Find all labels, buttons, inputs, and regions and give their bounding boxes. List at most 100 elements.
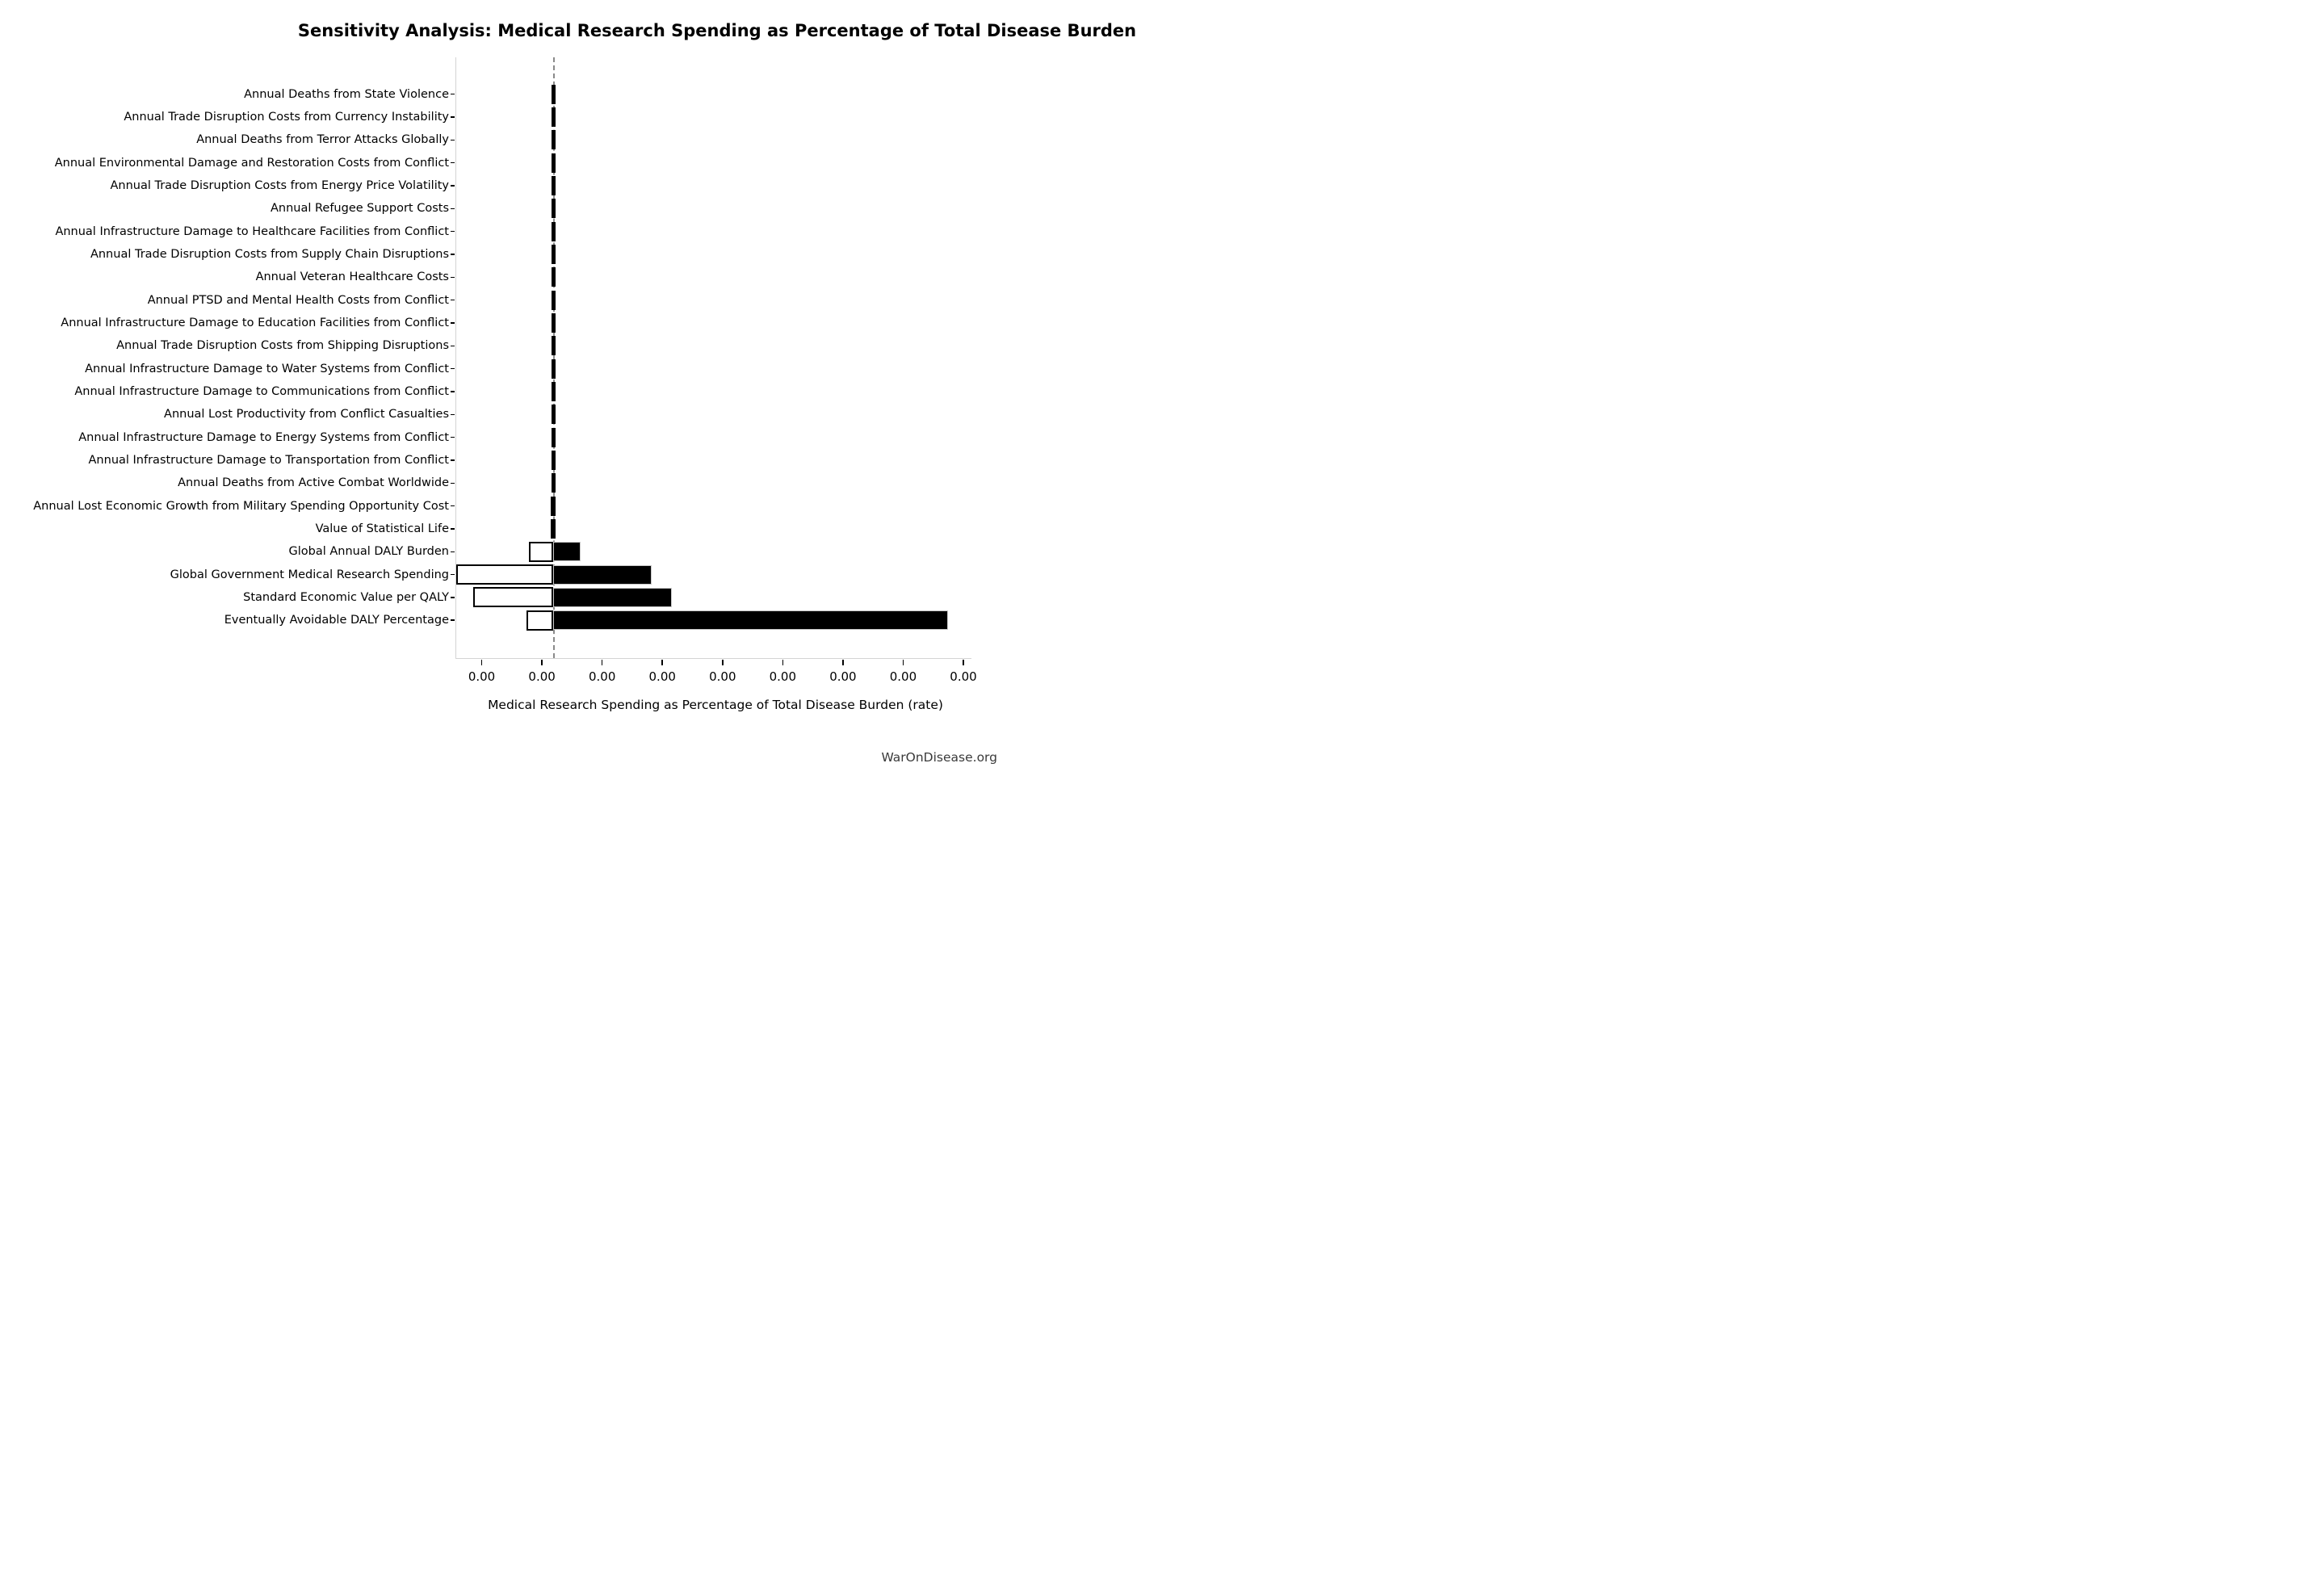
tiny-bar <box>552 267 556 287</box>
y-tick-label: Annual Lost Productivity from Conflict C… <box>164 408 449 421</box>
tiny-bar <box>552 405 556 425</box>
y-tick-label: Annual Deaths from Active Combat Worldwi… <box>178 476 449 490</box>
y-tick-mark <box>451 573 455 576</box>
y-tick-mark <box>451 391 455 392</box>
x-tick-mark <box>842 659 844 665</box>
high-bar <box>553 587 673 607</box>
x-tick-mark <box>963 659 964 665</box>
y-tick-mark <box>451 116 455 118</box>
y-tick-mark <box>451 254 455 255</box>
tiny-bar <box>552 450 556 470</box>
x-tick-label: 0.00 <box>889 669 917 684</box>
y-tick-label: Annual Trade Disruption Costs from Shipp… <box>116 339 449 353</box>
y-tick-label: Annual Lost Economic Growth from Militar… <box>33 499 449 513</box>
y-tick-label: Annual PTSD and Mental Health Costs from… <box>147 293 449 307</box>
x-tick-mark <box>902 659 904 665</box>
y-tick-mark <box>451 345 455 347</box>
x-tick-label: 0.00 <box>709 669 736 684</box>
y-tick-mark <box>451 185 455 187</box>
y-tick-label: Annual Infrastructure Damage to Energy S… <box>78 430 449 444</box>
x-tick-mark <box>601 659 603 665</box>
y-tick-mark <box>451 208 455 210</box>
high-bar <box>553 564 652 585</box>
high-bar <box>553 542 581 562</box>
low-bar <box>456 564 554 585</box>
y-tick-label: Annual Trade Disruption Costs from Suppl… <box>90 248 449 261</box>
tiny-bar <box>552 290 556 310</box>
x-tick-label: 0.00 <box>468 669 496 684</box>
y-tick-label: Annual Environmental Damage and Restorat… <box>54 156 449 170</box>
x-tick-mark <box>782 659 784 665</box>
y-tick-mark <box>451 505 455 507</box>
x-tick-label: 0.00 <box>950 669 977 684</box>
y-tick-mark <box>451 230 455 233</box>
y-tick-mark <box>451 139 455 141</box>
y-tick-label: Annual Trade Disruption Costs from Curre… <box>124 111 449 124</box>
y-tick-label: Eventually Avoidable DALY Percentage <box>224 614 449 627</box>
y-tick-mark <box>451 322 455 324</box>
y-tick-label: Annual Infrastructure Damage to Transpor… <box>88 453 449 467</box>
y-tick-label: Annual Infrastructure Damage to Educatio… <box>61 317 449 329</box>
x-tick-mark <box>480 659 483 665</box>
x-tick-mark <box>541 659 543 665</box>
y-tick-label: Annual Deaths from Terror Attacks Global… <box>196 133 449 147</box>
y-tick-label: Annual Refugee Support Costs <box>270 202 449 216</box>
y-tick-mark <box>451 367 455 370</box>
x-tick-mark <box>722 659 724 665</box>
y-tick-mark <box>451 551 455 553</box>
plot-area <box>455 57 971 659</box>
y-tick-mark <box>451 597 455 598</box>
y-tick-mark <box>451 528 455 530</box>
tiny-bar <box>552 381 556 401</box>
y-tick-mark <box>451 436 455 438</box>
tiny-bar <box>551 496 556 516</box>
y-tick-label: Value of Statistical Life <box>315 522 449 535</box>
tiny-bar <box>552 130 556 150</box>
y-tick-label: Global Government Medical Research Spend… <box>170 568 449 581</box>
x-tick-label: 0.00 <box>528 669 556 684</box>
x-axis-label: Medical Research Spending as Percentage … <box>488 698 943 712</box>
y-tick-mark <box>451 299 455 301</box>
y-tick-mark <box>451 459 455 461</box>
footer-credit: WarOnDisease.org <box>881 750 997 765</box>
baseline-dashed-line <box>553 57 556 658</box>
y-tick-label: Annual Infrastructure Damage to Water Sy… <box>85 362 449 375</box>
tiny-bar <box>552 107 556 128</box>
y-tick-mark <box>451 161 455 164</box>
y-tick-label: Annual Infrastructure Damage to Communic… <box>74 384 449 398</box>
x-tick-label: 0.00 <box>769 669 797 684</box>
tiny-bar <box>552 427 556 447</box>
tiny-bar <box>551 518 556 539</box>
x-tick-label: 0.00 <box>829 669 857 684</box>
y-tick-label: Annual Deaths from State Violence <box>244 87 449 101</box>
low-bar <box>528 541 554 562</box>
y-tick-label: Standard Economic Value per QALY <box>243 590 449 604</box>
tiny-bar <box>552 245 556 264</box>
tiny-bar <box>552 336 556 356</box>
chart-title: Sensitivity Analysis: Medical Research S… <box>297 21 1137 40</box>
y-tick-mark <box>451 619 455 622</box>
sensitivity-analysis-figure: Sensitivity Analysis: Medical Research S… <box>0 0 1162 790</box>
y-tick-label: Global Annual DALY Burden <box>288 545 449 559</box>
tiny-bar <box>552 221 556 241</box>
low-bar <box>526 610 554 631</box>
x-tick-label: 0.00 <box>648 669 676 684</box>
y-tick-mark <box>451 482 455 484</box>
x-tick-mark <box>661 659 663 665</box>
y-tick-label: Annual Trade Disruption Costs from Energ… <box>110 179 449 193</box>
low-bar <box>472 587 554 608</box>
tiny-bar <box>552 473 556 493</box>
y-tick-label: Annual Infrastructure Damage to Healthca… <box>55 224 449 238</box>
y-tick-mark <box>451 413 455 416</box>
x-tick-label: 0.00 <box>588 669 616 684</box>
high-bar <box>553 610 949 631</box>
tiny-bar <box>552 84 556 104</box>
tiny-bar <box>552 176 556 196</box>
tiny-bar <box>552 313 556 333</box>
tiny-bar <box>552 153 556 173</box>
y-tick-mark <box>451 276 455 279</box>
tiny-bar <box>552 359 556 379</box>
tiny-bar <box>552 199 556 219</box>
y-tick-mark <box>451 93 455 95</box>
y-tick-label: Annual Veteran Healthcare Costs <box>255 270 449 284</box>
